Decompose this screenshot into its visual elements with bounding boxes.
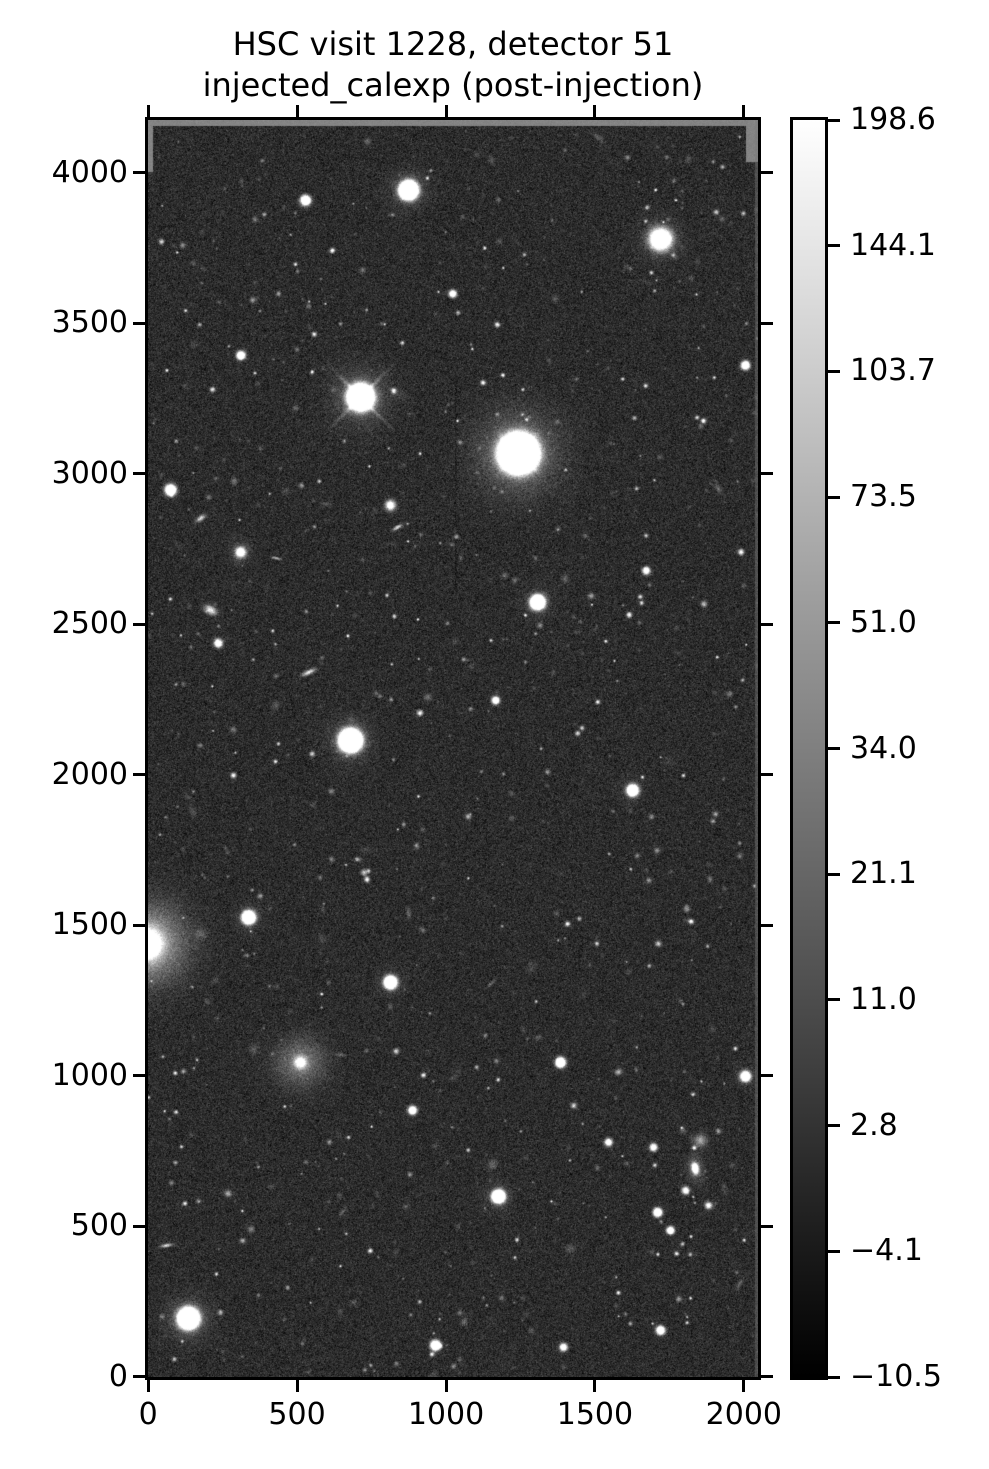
y-tick-mark-right bbox=[761, 321, 773, 325]
x-tick-mark-top bbox=[444, 105, 448, 117]
x-tick-mark bbox=[444, 1380, 448, 1392]
image-axes: 0 500 1000 1500 2000 0 500 1000 1500 2000 2500 3000… bbox=[52, 105, 782, 1430]
colorbar-tick-label: 73.5 bbox=[850, 479, 917, 515]
colorbar-tick-mark bbox=[828, 369, 840, 373]
colorbar-tick-mark bbox=[828, 495, 840, 499]
colorbar-tick-mark bbox=[828, 118, 840, 122]
colorbar-gradient: 198.6 144.1 103.7 73.5 51.0 34.0 21.1 11.0 2.8 −4… bbox=[790, 105, 942, 1392]
x-tick-label: 0 bbox=[138, 1397, 158, 1432]
y-tick-mark-right bbox=[761, 1375, 773, 1379]
colorbar-tick-label: 198.6 bbox=[850, 102, 936, 137]
colorbar-tick-label: 144.1 bbox=[850, 227, 936, 263]
y-tick-mark bbox=[133, 923, 145, 927]
colorbar-tick-mark bbox=[828, 1124, 840, 1128]
x-tick-mark-top bbox=[146, 105, 150, 117]
colorbar-tick-mark bbox=[828, 872, 840, 876]
y-tick-label: 2000 bbox=[51, 756, 128, 792]
x-tick-mark-top bbox=[742, 105, 746, 117]
colorbar-tick-label: −10.5 bbox=[850, 1359, 942, 1394]
y-tick-mark bbox=[133, 1074, 145, 1078]
x-tick-mark-top bbox=[295, 105, 299, 117]
y-tick-label: 3500 bbox=[51, 305, 128, 341]
y-tick-mark-right bbox=[761, 923, 773, 927]
colorbar-tick-label: 103.7 bbox=[850, 353, 936, 389]
plot-title: HSC visit 1228, detector 51 injected_cal… bbox=[145, 24, 761, 106]
x-tick-mark bbox=[742, 1380, 746, 1392]
y-tick-label: 500 bbox=[70, 1208, 128, 1244]
colorbar-tick-mark bbox=[828, 244, 840, 248]
colorbar-tick-label: 2.8 bbox=[850, 1107, 898, 1143]
y-tick-mark bbox=[133, 472, 145, 476]
y-tick-mark-right bbox=[761, 622, 773, 626]
plot-title-line-1: HSC visit 1228, detector 51 bbox=[232, 25, 674, 63]
x-tick-mark bbox=[146, 1380, 150, 1392]
y-tick-mark bbox=[133, 1224, 145, 1228]
y-tick-mark-right bbox=[761, 773, 773, 777]
plot-title-line-2: injected_calexp (post-injection) bbox=[202, 66, 704, 104]
colorbar-tick-mark bbox=[828, 998, 840, 1002]
y-tick-label: 1500 bbox=[51, 907, 128, 943]
y-tick-label: 0 bbox=[108, 1358, 128, 1394]
y-tick-label: 3000 bbox=[51, 455, 128, 491]
y-tick-mark bbox=[133, 171, 145, 175]
colorbar-tick-mark bbox=[828, 747, 840, 750]
x-tick-label: 1000 bbox=[407, 1397, 485, 1432]
y-tick-mark-right bbox=[761, 1074, 773, 1078]
colorbar-tick-label: 21.1 bbox=[850, 856, 917, 892]
astronomical-image-canvas bbox=[148, 120, 758, 1377]
y-tick-mark-right bbox=[761, 1224, 773, 1228]
y-tick-mark-right bbox=[761, 171, 773, 175]
x-tick-mark-top bbox=[593, 105, 597, 117]
y-tick-mark bbox=[133, 622, 145, 626]
x-tick-mark bbox=[295, 1380, 299, 1392]
colorbar-tick-label: 11.0 bbox=[850, 981, 917, 1017]
y-tick-mark bbox=[133, 321, 145, 325]
colorbar-tick-mark bbox=[828, 1249, 840, 1253]
x-tick-label: 2000 bbox=[705, 1397, 783, 1432]
colorbar-tick-label: −4.1 bbox=[850, 1233, 923, 1269]
colorbar-tick-label: 51.0 bbox=[850, 604, 917, 640]
colorbar-tick-mark bbox=[828, 621, 840, 625]
y-tick-mark bbox=[133, 773, 145, 777]
y-tick-mark-right bbox=[761, 472, 773, 476]
x-tick-label: 500 bbox=[268, 1397, 326, 1432]
x-tick-label: 1500 bbox=[556, 1397, 634, 1432]
y-tick-label: 2500 bbox=[51, 606, 128, 642]
y-tick-mark bbox=[133, 1375, 145, 1379]
y-tick-label: 4000 bbox=[51, 154, 128, 190]
colorbar-tick-mark bbox=[828, 1375, 840, 1379]
colorbar-tick-label: 34.0 bbox=[850, 730, 917, 766]
x-tick-mark bbox=[593, 1380, 597, 1392]
y-tick-label: 1000 bbox=[51, 1057, 128, 1093]
